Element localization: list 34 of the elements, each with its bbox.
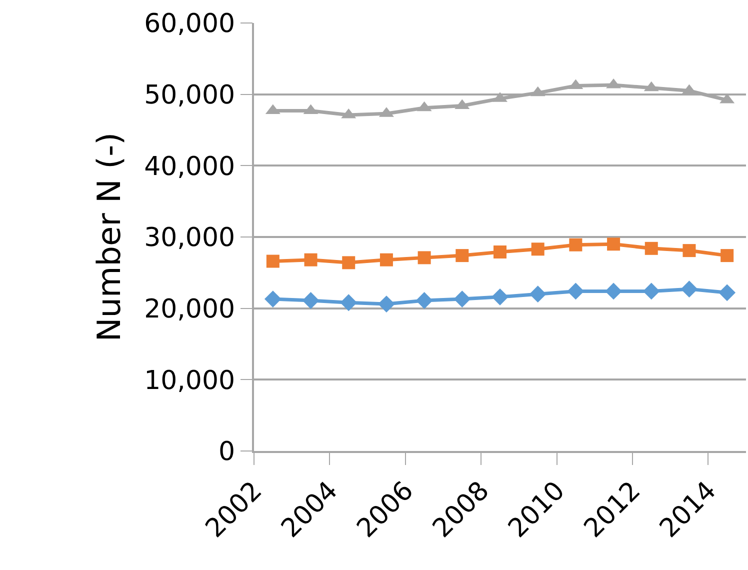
point [416, 292, 433, 309]
point [720, 249, 734, 262]
point [569, 238, 582, 252]
point [567, 282, 584, 300]
point [342, 256, 356, 270]
point [494, 245, 506, 258]
point [304, 253, 318, 266]
y-tick-label: 50,000 [144, 80, 236, 110]
point [531, 242, 544, 256]
point [680, 280, 698, 298]
point [418, 251, 431, 264]
y-tick-label: 30,000 [144, 223, 236, 254]
y-tick-label: 40,000 [144, 152, 236, 182]
point [380, 253, 393, 266]
point [302, 292, 320, 309]
y-tick-label: 10,000 [144, 366, 236, 396]
point [264, 290, 282, 308]
point [642, 282, 660, 300]
point [607, 238, 620, 251]
y-tick-label: 0 [218, 437, 236, 468]
y-tick-label: 60,000 [144, 9, 236, 40]
point [266, 254, 280, 268]
point [605, 282, 622, 300]
point [454, 290, 471, 308]
point [718, 284, 736, 302]
point [682, 244, 696, 258]
point [456, 249, 469, 262]
point [340, 294, 358, 312]
point [378, 296, 395, 312]
y-axis-title: Number N (-) [90, 132, 128, 342]
point [492, 288, 508, 306]
y-tick-label: 20,000 [144, 294, 236, 324]
point [644, 242, 658, 255]
point [529, 286, 546, 303]
